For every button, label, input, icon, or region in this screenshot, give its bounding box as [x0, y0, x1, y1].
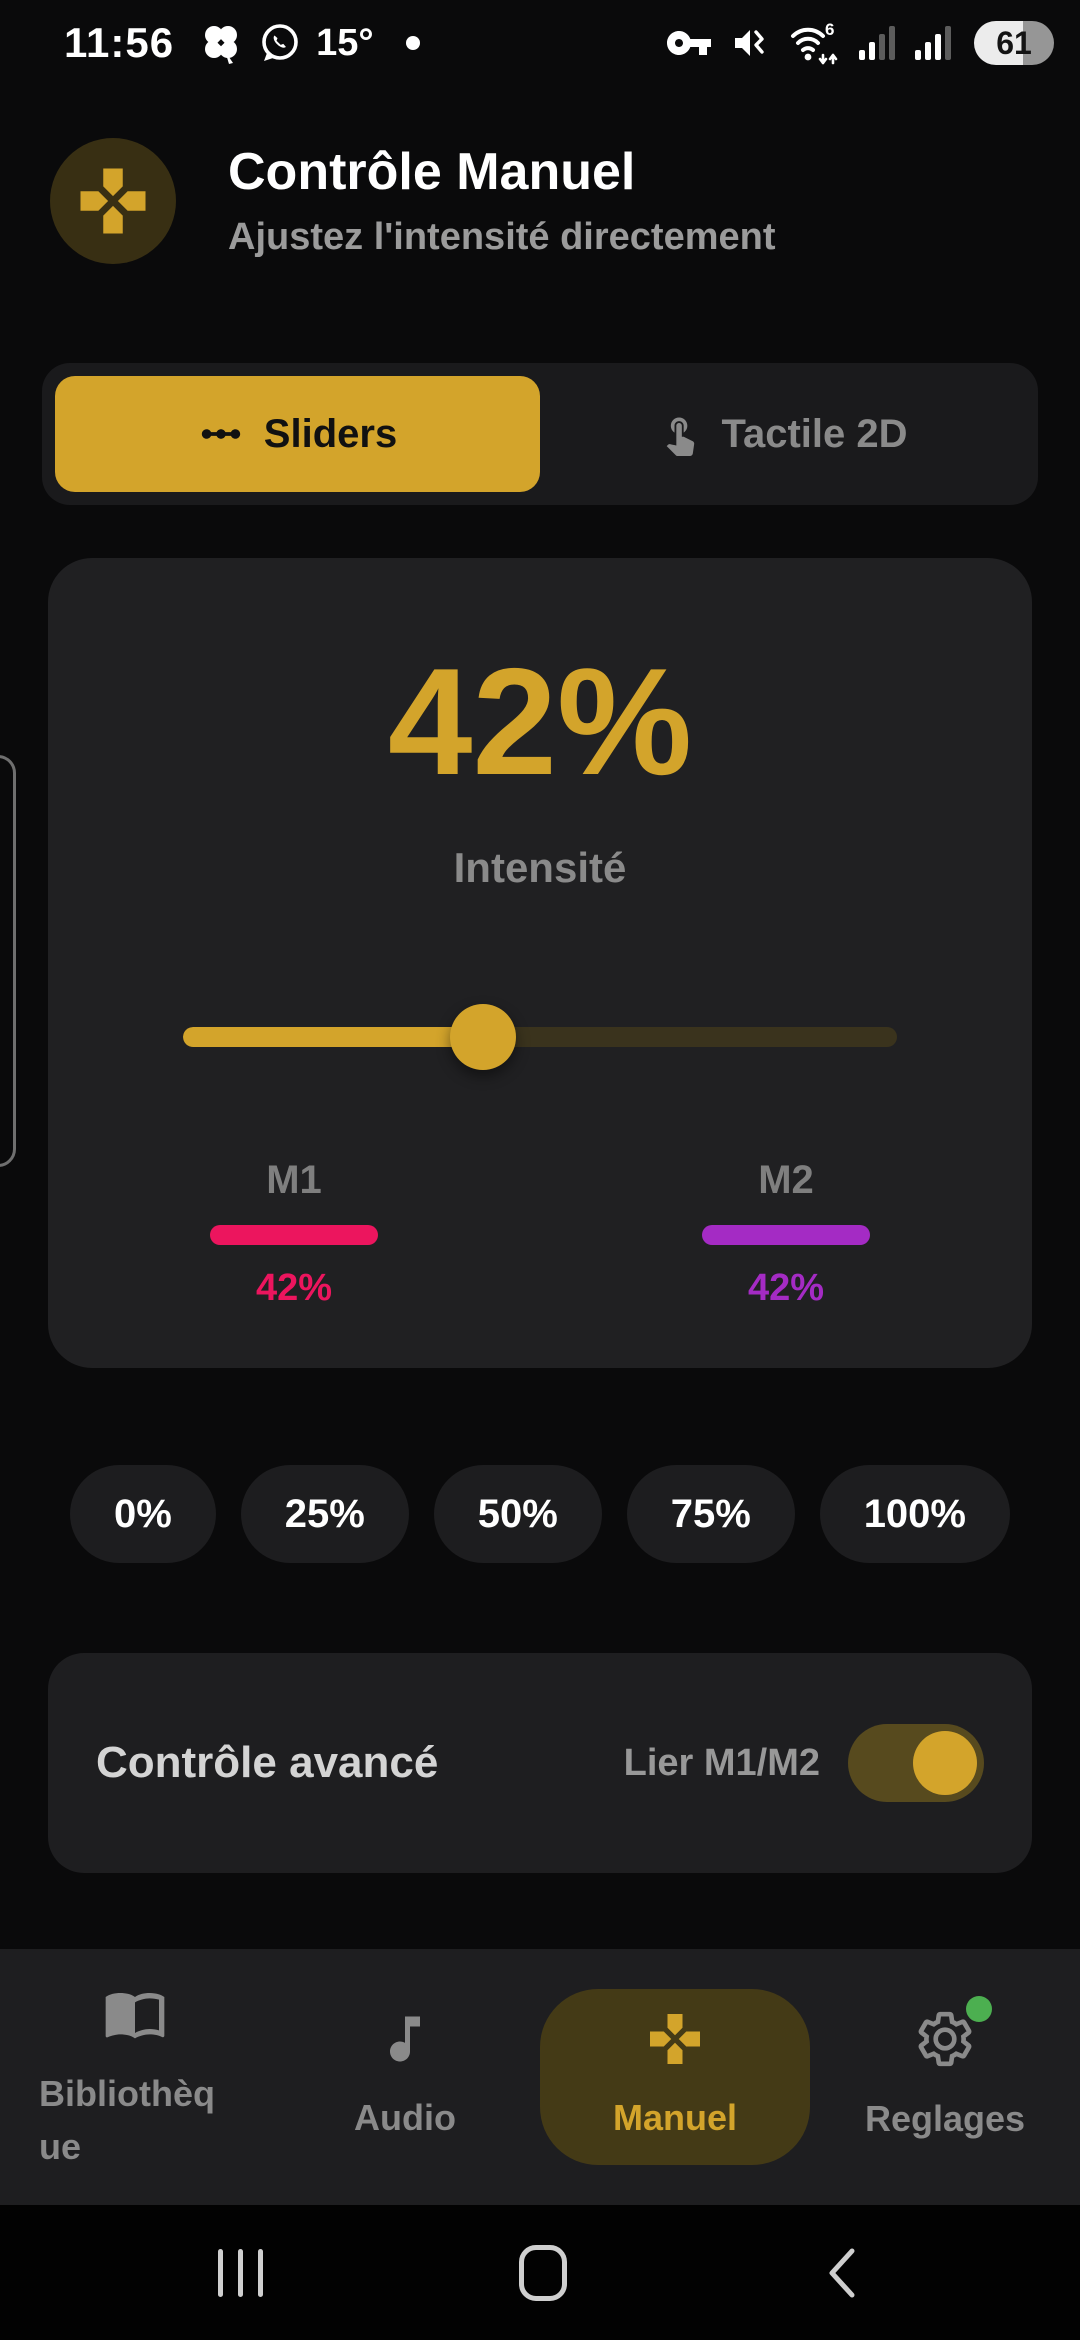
book-icon: [103, 1981, 167, 2050]
preset-100[interactable]: 100%: [819, 1465, 1010, 1563]
link-toggle-label: Lier M1/M2: [623, 1741, 820, 1784]
nav-label-bibliotheque: Bibliothèque: [39, 2073, 215, 2167]
tab-sliders-label: Sliders: [263, 411, 398, 456]
mute-vibrate-icon: [735, 30, 764, 56]
android-nav-bar: [0, 2205, 1080, 2340]
preset-50[interactable]: 50%: [433, 1465, 602, 1563]
nav-label-reglages: Reglages: [864, 2098, 1026, 2140]
home-icon: [518, 2244, 567, 2301]
nav-label-audio: Audio: [354, 2097, 456, 2139]
nav-item-manuel[interactable]: Manuel: [540, 1989, 810, 2165]
motor-m1: M1 42%: [48, 1158, 540, 1310]
motor-m2: M2 42%: [540, 1158, 1032, 1310]
motor-m2-label: M2: [758, 1158, 814, 1202]
page-header: Contrôle Manuel Ajustez l'intensité dire…: [50, 138, 1040, 264]
vpn-key-icon: [667, 31, 711, 55]
header-gamepad-badge: [50, 138, 176, 264]
gamepad-icon: [80, 168, 146, 234]
nav-label-manuel: Manuel: [612, 2097, 737, 2139]
mode-tabs: Sliders Tactile 2D: [42, 363, 1038, 505]
home-button[interactable]: [518, 2244, 567, 2301]
advanced-card: Contrôle avancé Lier M1/M2: [48, 1653, 1032, 1873]
link-toggle-group: Lier M1/M2: [624, 1724, 984, 1802]
battery-level: 61: [996, 24, 1032, 61]
intensity-slider[interactable]: [183, 1004, 897, 1070]
header-text: Contrôle Manuel Ajustez l'intensité dire…: [228, 143, 776, 260]
whatsapp-icon: [262, 24, 298, 61]
motor-m1-label: M1: [266, 1158, 322, 1202]
clover-app-icon: [205, 26, 238, 64]
cellular-signal-1-icon: [859, 26, 895, 60]
gear-icon: [914, 1996, 992, 2075]
preset-buttons: 0% 25% 50% 75% 100%: [0, 1465, 1080, 1563]
recents-button[interactable]: [218, 2248, 263, 2297]
tab-sliders[interactable]: Sliders: [55, 376, 540, 492]
status-time: 11:56: [64, 19, 175, 66]
motor-m1-bar: [210, 1225, 378, 1245]
preset-0[interactable]: 0%: [70, 1465, 216, 1563]
slider-thumb[interactable]: [449, 1004, 516, 1070]
toggle-knob: [913, 1731, 977, 1795]
preset-25[interactable]: 25%: [240, 1465, 409, 1563]
nav-item-bibliotheque[interactable]: Bibliothèque: [0, 1949, 270, 2205]
motor-m2-value: 42%: [747, 1267, 825, 1309]
nav-item-reglages[interactable]: Reglages: [810, 1949, 1080, 2205]
page-subtitle: Ajustez l'intensité directement: [228, 216, 776, 259]
status-bar: 11:56 15°: [0, 0, 1080, 72]
status-left: 11:56 15°: [64, 19, 420, 67]
notification-dot-icon: [405, 36, 420, 50]
status-right: 6 61: [658, 19, 1054, 67]
link-m1-m2-toggle[interactable]: [848, 1724, 984, 1802]
sliders-icon: [201, 429, 240, 439]
intensity-card: 42% Intensité M1 42% M2 42%: [48, 558, 1032, 1368]
nav-item-audio[interactable]: Audio: [270, 1949, 540, 2205]
intensity-value: 42%: [387, 637, 693, 807]
cellular-signal-2-icon: [915, 26, 951, 60]
tab-tactile-2d-label: Tactile 2D: [721, 411, 908, 456]
back-button[interactable]: [822, 2245, 862, 2301]
edge-panel-handle[interactable]: [0, 755, 16, 1167]
motor-m1-value: 42%: [255, 1267, 333, 1309]
slider-track[interactable]: [183, 1027, 897, 1047]
touch-icon: [666, 417, 694, 456]
motor-indicators: M1 42% M2 42%: [48, 1158, 1032, 1310]
preset-75[interactable]: 75%: [626, 1465, 795, 1563]
battery-indicator: 61: [974, 21, 1054, 65]
status-temperature: 15°: [316, 21, 374, 64]
advanced-title: Contrôle avancé: [96, 1738, 439, 1787]
wifi6-updown-icon: 6: [791, 20, 838, 65]
svg-text:6: 6: [825, 20, 834, 39]
bottom-nav: Bibliothèque Audio Manuel: [0, 1949, 1080, 2205]
slider-fill: [183, 1027, 483, 1047]
notification-badge: [966, 1996, 992, 2023]
recents-icon: [218, 2248, 263, 2297]
intensity-label: Intensité: [453, 844, 627, 891]
music-note-icon: [375, 2009, 435, 2074]
motor-m2-bar: [702, 1225, 870, 1245]
tab-tactile-2d[interactable]: Tactile 2D: [540, 376, 1025, 492]
back-icon: [829, 2248, 855, 2297]
page-title: Contrôle Manuel: [228, 142, 636, 201]
gamepad-icon: [645, 2009, 705, 2074]
